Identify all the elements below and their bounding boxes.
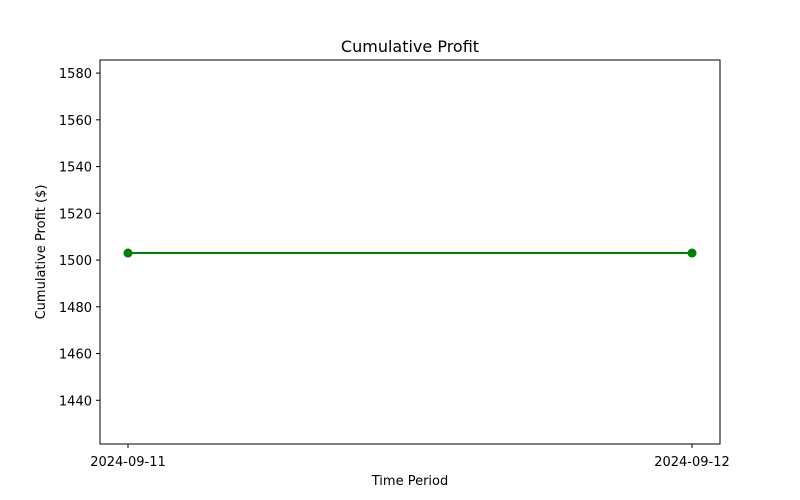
x-tick-label: 2024-09-11 (90, 455, 166, 470)
y-tick-label: 1440 (59, 394, 92, 409)
plot-frame (99, 59, 721, 445)
x-axis-ticks: 2024-09-11 2024-09-12 (90, 444, 730, 470)
chart-title: Cumulative Profit (341, 37, 479, 56)
y-tick-label: 1480 (59, 301, 92, 316)
y-tick-label: 1580 (59, 67, 92, 82)
y-tick-label: 1540 (59, 161, 92, 176)
series-layer (123, 248, 697, 258)
y-tick-label: 1560 (59, 114, 92, 129)
x-tick-label: 2024-09-12 (654, 455, 730, 470)
data-point (687, 248, 697, 258)
y-tick-label: 1520 (59, 207, 92, 222)
y-tick-label: 1460 (59, 348, 92, 363)
y-axis-label: Cumulative Profit ($) (34, 185, 49, 320)
x-axis-label: Time Period (371, 474, 448, 489)
y-axis-ticks: 1440 1460 1480 1500 1520 1540 1560 1580 (59, 67, 100, 409)
y-tick-label: 1500 (59, 254, 92, 269)
data-point (123, 248, 133, 258)
